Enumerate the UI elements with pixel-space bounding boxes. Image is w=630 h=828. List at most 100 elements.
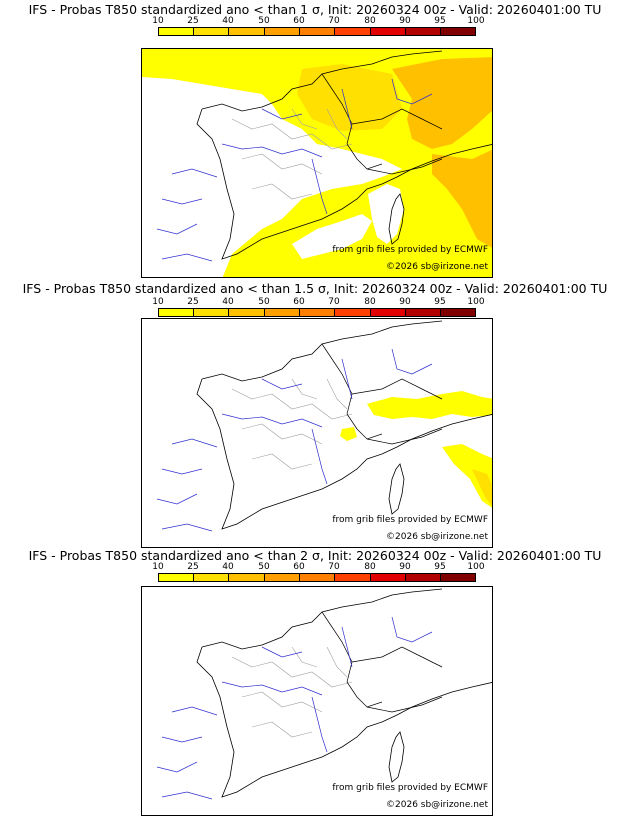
colorbar-swatch [370,573,406,582]
panel-title: IFS - Probas T850 standardized ano < tha… [22,281,608,296]
colorbar: 10 25 40 50 60 70 80 90 95 100 [152,16,485,40]
admin-borders [231,378,353,470]
colorbar-swatch [405,308,441,317]
probability-area [442,444,492,508]
colorbar-label: 100 [467,562,485,572]
colorbar-swatch [158,573,194,582]
colorbar-label: 70 [328,16,340,26]
probability-area [297,64,402,131]
clear-area [292,214,372,259]
coastline [196,50,492,260]
probability-map: from grib files provided by ECMWF ©2026 … [141,586,493,816]
colorbar-swatch [405,573,441,582]
colorbar-label: 40 [222,16,234,26]
country-borders [321,73,443,175]
colorbar-label: 70 [328,562,340,572]
probability-map: from grib files provided by ECMWF ©2026 … [141,318,493,548]
colorbar-swatch [440,573,476,582]
colorbar-label: 95 [434,297,446,307]
colorbar-label: 10 [152,16,164,26]
credit-copyright: ©2026 sb@irizone.net [386,262,488,272]
colorbar-swatch [158,308,194,317]
coastline [388,731,405,783]
clear-area [368,184,404,244]
colorbar-label: 50 [258,297,270,307]
map-panel-1-5sigma: IFS - Probas T850 standardized ano < tha… [0,270,630,548]
credit-copyright: ©2026 sb@irizone.net [386,532,488,542]
colorbar-swatch [299,27,335,36]
colorbar: 10 25 40 50 60 70 80 90 95 100 [152,297,485,321]
colorbar-swatch [264,573,300,582]
map-canvas [156,588,492,800]
colorbar-label: 10 [152,297,164,307]
colorbar: 10 25 40 50 60 70 80 90 95 100 [152,562,485,586]
colorbar-swatch [370,308,406,317]
colorbar-swatch [440,27,476,36]
colorbar-swatch [334,27,371,36]
map-canvas [142,49,492,277]
probability-area [392,57,492,149]
coastline [196,588,492,798]
colorbar-label: 80 [364,16,376,26]
colorbar-label: 100 [467,297,485,307]
colorbar-swatch [228,308,265,317]
colorbar-label: 90 [399,16,411,26]
country-borders [321,611,443,713]
admin-borders [231,108,353,200]
colorbar-label: 80 [364,562,376,572]
credit-grib: from grib files provided by ECMWF [332,515,488,525]
rivers [156,78,433,262]
colorbar-label: 95 [434,16,446,26]
colorbar-label: 25 [187,297,199,307]
colorbar-swatch [264,308,300,317]
colorbar-label: 80 [364,297,376,307]
colorbar-swatch [334,573,371,582]
probability-area [432,149,492,248]
colorbar-swatch [228,27,265,36]
colorbar-label: 100 [467,16,485,26]
colorbar-label: 60 [293,16,305,26]
colorbar-label: 90 [399,297,411,307]
colorbar-label: 90 [399,562,411,572]
colorbar-swatch [228,573,265,582]
colorbar-swatch [440,308,476,317]
country-borders [321,343,443,445]
colorbar-swatch [334,308,371,317]
panel-title: IFS - Probas T850 standardized ano < tha… [28,2,602,17]
credit-copyright: ©2026 sb@irizone.net [386,800,488,810]
rivers [156,348,433,532]
colorbar-swatch [264,27,300,36]
map-panel-1sigma: IFS - Probas T850 standardized ano < tha… [0,0,630,278]
coastline [388,463,405,515]
colorbar-label: 10 [152,562,164,572]
probability-map: from grib files provided by ECMWF ©2026 … [141,48,493,278]
colorbar-label: 40 [222,562,234,572]
colorbar-label: 25 [187,16,199,26]
colorbar-label: 50 [258,16,270,26]
colorbar-label: 40 [222,297,234,307]
colorbar-swatch [370,27,406,36]
colorbar-swatch [158,27,194,36]
colorbar-label: 60 [293,297,305,307]
credit-grib: from grib files provided by ECMWF [332,245,488,255]
colorbar-label: 50 [258,562,270,572]
colorbar-swatch [299,573,335,582]
coastline [196,320,492,530]
colorbar-swatch [299,308,335,317]
admin-borders [231,646,353,738]
colorbar-swatch [193,308,229,317]
map-canvas [156,320,492,532]
coastline [388,193,405,245]
probability-area [367,391,492,419]
colorbar-swatch [193,573,229,582]
colorbar-label: 95 [434,562,446,572]
panel-title: IFS - Probas T850 standardized ano < tha… [28,548,602,563]
colorbar-label: 60 [293,562,305,572]
credit-grib: from grib files provided by ECMWF [332,783,488,793]
colorbar-swatch [193,27,229,36]
colorbar-label: 25 [187,562,199,572]
colorbar-label: 70 [328,297,340,307]
colorbar-swatch [405,27,441,36]
rivers [156,616,433,800]
map-panel-2sigma: IFS - Probas T850 standardized ano < tha… [0,540,630,816]
